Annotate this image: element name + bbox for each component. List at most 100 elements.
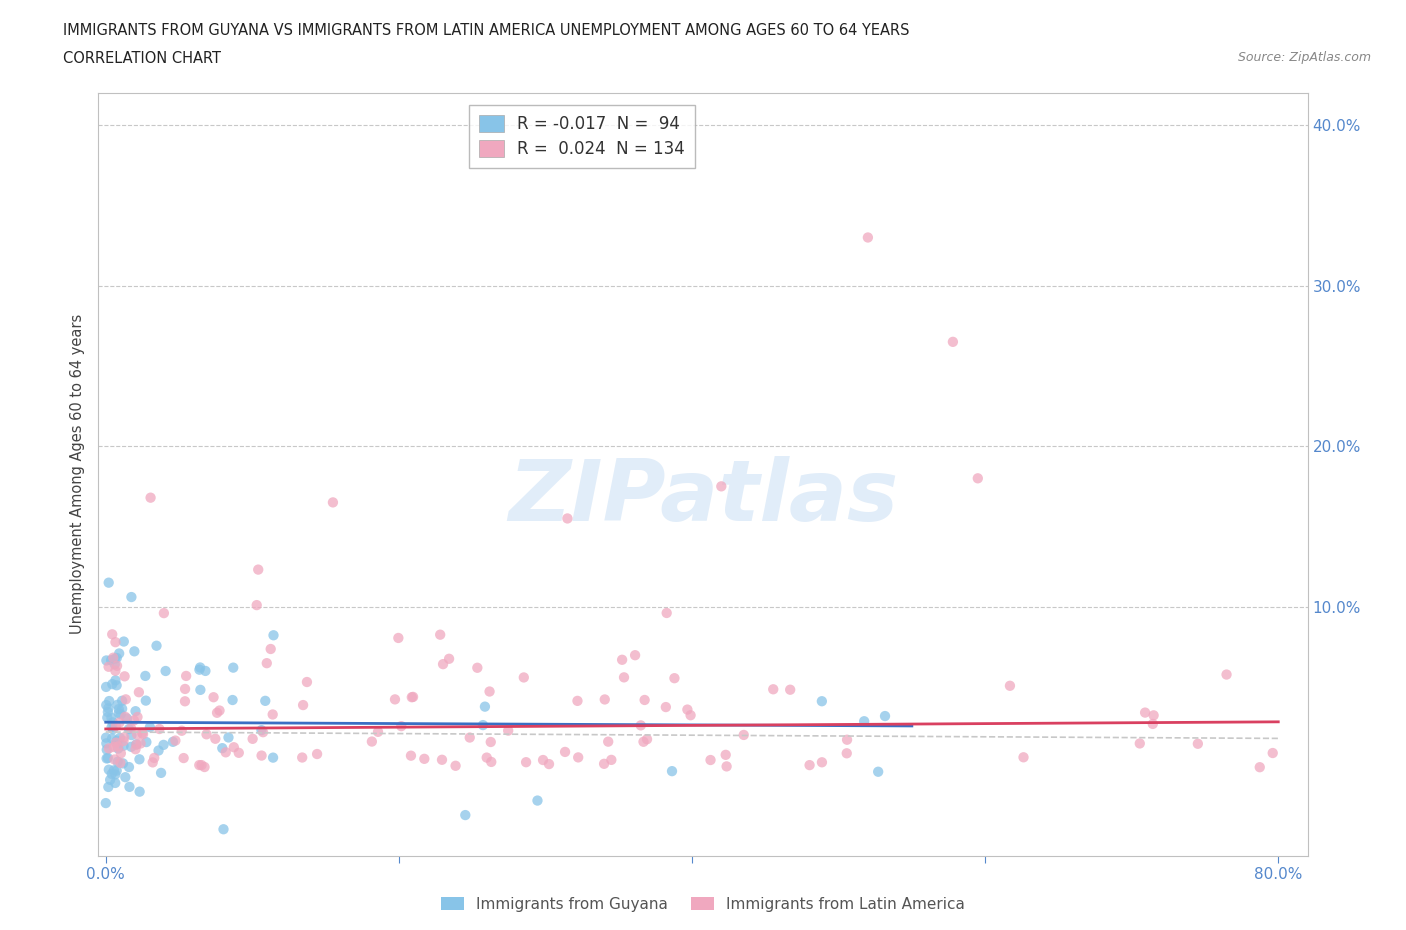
Point	[94, 796, 117, 811]
Point	[699, 752, 721, 767]
Point	[97, 705, 120, 720]
Point	[103, 763, 125, 777]
Point	[307, 747, 329, 762]
Point	[97, 741, 120, 756]
Point	[610, 652, 633, 667]
Point	[97, 751, 120, 765]
Point	[526, 793, 548, 808]
Point	[153, 605, 176, 620]
Point	[252, 724, 274, 739]
Point	[1249, 760, 1271, 775]
Point	[188, 758, 211, 773]
Point	[205, 705, 228, 720]
Point	[322, 495, 344, 510]
Point	[389, 719, 412, 734]
Point	[162, 735, 184, 750]
Point	[467, 660, 489, 675]
Point	[291, 751, 314, 765]
Point	[402, 689, 425, 704]
Point	[853, 714, 876, 729]
Point	[174, 682, 197, 697]
Point	[194, 663, 217, 678]
Point	[108, 715, 131, 730]
Point	[1012, 750, 1035, 764]
Point	[444, 758, 467, 773]
Point	[122, 713, 145, 728]
Point	[454, 807, 477, 822]
Point	[676, 702, 699, 717]
Point	[557, 511, 579, 525]
Point	[128, 751, 150, 766]
Point	[262, 707, 284, 722]
Text: CORRELATION CHART: CORRELATION CHART	[63, 51, 221, 66]
Y-axis label: Unemployment Among Ages 60 to 64 years: Unemployment Among Ages 60 to 64 years	[70, 314, 86, 634]
Point	[142, 755, 165, 770]
Point	[221, 693, 243, 708]
Point	[105, 736, 128, 751]
Point	[222, 739, 245, 754]
Point	[104, 635, 127, 650]
Point	[143, 751, 166, 765]
Point	[593, 756, 616, 771]
Point	[835, 732, 858, 747]
Point	[125, 727, 148, 742]
Point	[429, 627, 451, 642]
Point	[128, 684, 150, 699]
Point	[835, 746, 858, 761]
Point	[208, 703, 231, 718]
Point	[96, 751, 118, 766]
Point	[111, 756, 134, 771]
Point	[152, 737, 174, 752]
Text: Source: ZipAtlas.com: Source: ZipAtlas.com	[1237, 51, 1371, 64]
Point	[195, 727, 218, 742]
Point	[120, 739, 142, 754]
Point	[134, 669, 156, 684]
Point	[779, 683, 801, 698]
Point	[401, 690, 423, 705]
Point	[513, 670, 536, 684]
Point	[430, 752, 453, 767]
Point	[174, 669, 197, 684]
Point	[118, 722, 141, 737]
Point	[204, 731, 226, 746]
Point	[135, 693, 157, 708]
Point	[413, 751, 436, 766]
Point	[110, 707, 132, 722]
Point	[97, 576, 120, 591]
Point	[624, 648, 647, 663]
Point	[98, 773, 121, 788]
Point	[97, 701, 120, 716]
Point	[125, 737, 148, 752]
Point	[112, 734, 135, 749]
Point	[107, 741, 129, 756]
Point	[664, 671, 686, 685]
Point	[148, 743, 170, 758]
Point	[120, 727, 142, 742]
Point	[148, 722, 170, 737]
Point	[118, 760, 141, 775]
Point	[97, 779, 120, 794]
Point	[120, 590, 142, 604]
Point	[222, 660, 245, 675]
Point	[367, 724, 389, 739]
Point	[105, 678, 128, 693]
Point	[112, 730, 135, 745]
Point	[211, 740, 233, 755]
Point	[107, 706, 129, 721]
Point	[292, 698, 315, 712]
Point	[242, 731, 264, 746]
Point	[105, 651, 128, 666]
Point	[479, 735, 502, 750]
Point	[856, 230, 879, 245]
Point	[873, 709, 896, 724]
Point	[212, 822, 235, 837]
Point	[107, 698, 129, 712]
Point	[537, 757, 560, 772]
Point	[636, 732, 658, 747]
Point	[107, 702, 129, 717]
Point	[193, 760, 215, 775]
Point	[202, 690, 225, 705]
Point	[1215, 667, 1237, 682]
Point	[472, 718, 495, 733]
Point	[218, 730, 240, 745]
